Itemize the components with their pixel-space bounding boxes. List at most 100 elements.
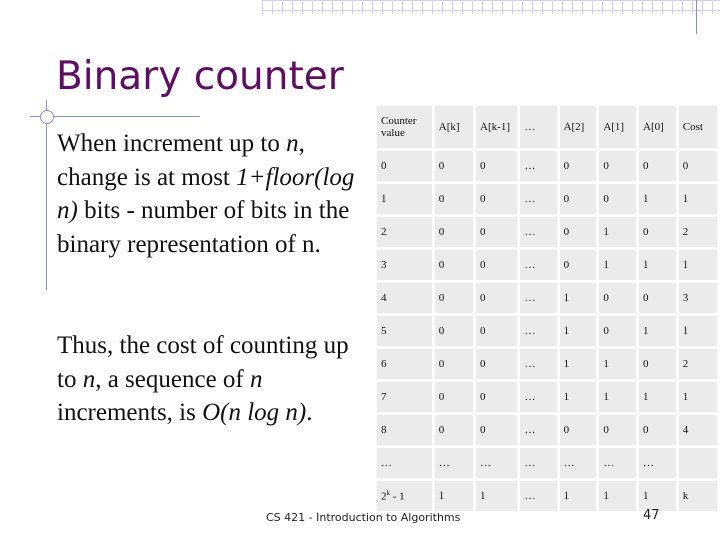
table-row: 6 0 0… 1 1 0 2 xyxy=(377,349,717,379)
table-cell: 0 xyxy=(476,316,518,346)
table-cell: 1 xyxy=(559,382,597,412)
table-cell: 0 xyxy=(476,250,518,280)
table-cell: … xyxy=(520,316,557,346)
table-cell: 1 xyxy=(434,481,474,511)
table-cell: 0 xyxy=(639,349,676,379)
para2-run: Thus, the cost of counting up to xyxy=(57,332,349,393)
table-cell: … xyxy=(520,217,557,247)
table-cell: 0 xyxy=(434,217,474,247)
table-cell: 0 xyxy=(599,151,637,181)
table-cell: 1 xyxy=(639,382,676,412)
table-cell: 1 xyxy=(377,184,432,214)
table-cell: 1 xyxy=(639,184,676,214)
para1-run: 1+floor(log n) xyxy=(57,163,355,225)
table-cell: 1 xyxy=(599,250,637,280)
para2-run: . xyxy=(306,399,313,426)
table-cell: 0 xyxy=(434,151,474,181)
page-number: 47 xyxy=(643,508,660,523)
table-cell: 5 xyxy=(377,316,432,346)
table-cell: … xyxy=(520,283,557,313)
table-cell: 1 xyxy=(559,481,597,511)
table-cell: … xyxy=(434,448,474,478)
table-cell: … xyxy=(520,184,557,214)
table-cell: 0 xyxy=(678,151,717,181)
table-header-cell: … xyxy=(520,106,557,148)
table-cell: … xyxy=(639,448,676,478)
table-header-cell: A[1] xyxy=(599,106,637,148)
decorative-grid xyxy=(262,0,720,14)
table-cell: … xyxy=(377,448,432,478)
table-cell: 0 xyxy=(559,151,597,181)
table-cell: 0 xyxy=(476,184,518,214)
para1-run: bits - number of bits in the binary repr… xyxy=(57,197,350,258)
table-cell: 1 xyxy=(639,316,676,346)
table-cell: 3 xyxy=(678,283,717,313)
table-row: ………………… xyxy=(377,448,717,478)
table-cell: … xyxy=(520,448,557,478)
table-cell: 0 xyxy=(639,217,676,247)
table-cell: 1 xyxy=(678,250,717,280)
table-cell: … xyxy=(520,250,557,280)
table-cell: 1 xyxy=(639,250,676,280)
slide-title: Binary counter xyxy=(56,54,344,99)
table-cell: 1 xyxy=(599,349,637,379)
para2-run: increments, is xyxy=(57,399,203,426)
table-cell: k xyxy=(678,481,717,511)
table-header-cell: A[k] xyxy=(434,106,474,148)
para1-run: When increment up to xyxy=(57,130,287,157)
table-cell: 6 xyxy=(377,349,432,379)
table-cell: 1 xyxy=(678,316,717,346)
counter-table-grid: Counter value A[k] A[k-1]… A[2] A[1] A[0] Cost… xyxy=(374,103,720,514)
table-cell: 2 xyxy=(377,217,432,247)
table-row: 5 0 0… 1 0 1 1 xyxy=(377,316,717,346)
table-cell: 0 xyxy=(476,217,518,247)
table-cell: 0 xyxy=(434,283,474,313)
table-header-cell: A[0] xyxy=(639,106,676,148)
table-cell: 0 xyxy=(559,415,597,445)
table-cell: 1 xyxy=(559,316,597,346)
table-header-cell: A[2] xyxy=(559,106,597,148)
table-cell: 0 xyxy=(599,415,637,445)
table-cell: 2k - 1 xyxy=(377,481,432,511)
table-cell: … xyxy=(520,481,557,511)
table-cell: 0 xyxy=(639,151,676,181)
table-cell: 4 xyxy=(377,283,432,313)
table-cell: 0 xyxy=(559,184,597,214)
table-row: 3 0 0… 0 1 1 1 xyxy=(377,250,717,280)
table-cell: 3 xyxy=(377,250,432,280)
para2-run: n xyxy=(82,365,96,393)
table-cell: 0 xyxy=(476,415,518,445)
table-cell: … xyxy=(599,448,637,478)
table-row: 2 0 0… 0 1 0 2 xyxy=(377,217,717,247)
table-cell: 0 xyxy=(377,151,432,181)
table-cell: 7 xyxy=(377,382,432,412)
table-cell: 0 xyxy=(434,250,474,280)
para2-run: O(n log n) xyxy=(202,399,307,426)
cell-rest: - 1 xyxy=(390,490,405,503)
table-cell: 2 xyxy=(678,349,717,379)
table-cell: … xyxy=(520,151,557,181)
table-cell: 1 xyxy=(559,349,597,379)
table-cell: 0 xyxy=(434,184,474,214)
table-cell xyxy=(678,448,717,478)
table-cell: 1 xyxy=(678,184,717,214)
table-cell: 1 xyxy=(678,382,717,412)
table-cell: … xyxy=(520,415,557,445)
table-cell: … xyxy=(559,448,597,478)
table-row: 2k - 1 1 1… 1 1 1 k xyxy=(377,481,717,511)
table-cell: 0 xyxy=(434,415,474,445)
table-header-cell: Cost xyxy=(678,106,717,148)
table-cell: 0 xyxy=(559,217,597,247)
decorative-line xyxy=(696,0,697,34)
table-cell: 1 xyxy=(639,481,676,511)
table-cell: 1 xyxy=(476,481,518,511)
table-cell: 0 xyxy=(434,316,474,346)
table-cell: 0 xyxy=(639,415,676,445)
title-underline xyxy=(30,116,200,117)
table-cell: 1 xyxy=(599,217,637,247)
table-header-cell: Counter value xyxy=(377,106,432,148)
table-cell: … xyxy=(520,349,557,379)
table-header-row: Counter value A[k] A[k-1]… A[2] A[1] A[0] Cost xyxy=(377,106,717,148)
table-cell: 0 xyxy=(476,283,518,313)
table-row: 4 0 0… 1 0 0 3 xyxy=(377,283,717,313)
